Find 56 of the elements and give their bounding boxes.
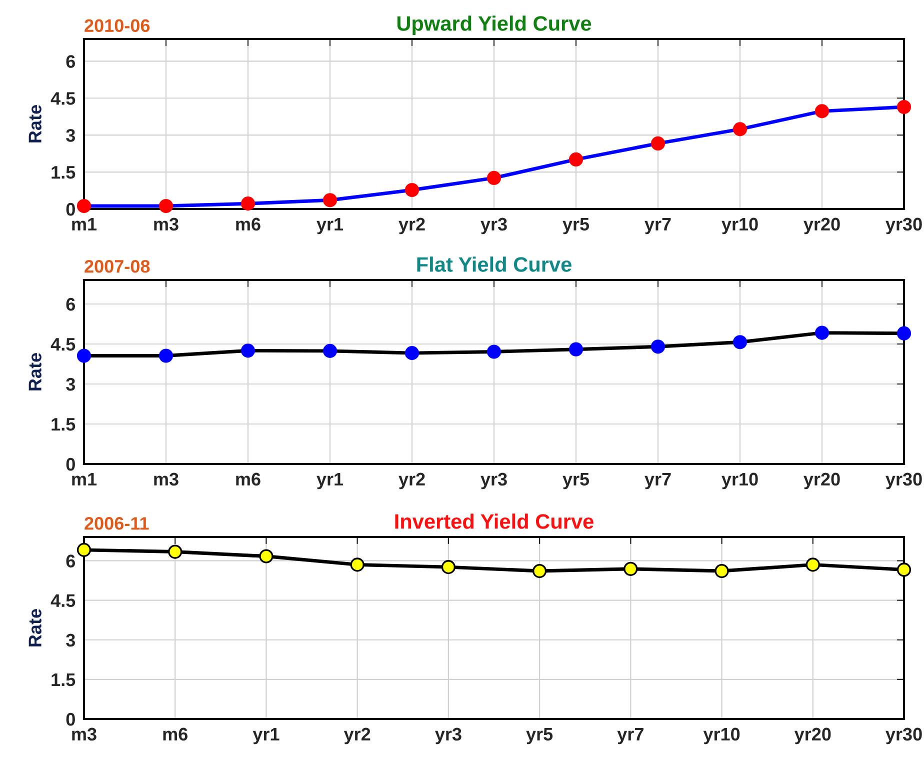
y-tick-label: 1.5 <box>52 418 76 431</box>
y-tick-label: 6 <box>66 298 76 311</box>
chart-title: Upward Yield Curve <box>397 16 592 35</box>
y-tick-label: 4.5 <box>50 92 76 105</box>
x-tick-label: m6 <box>163 728 188 741</box>
y-tick-label: 3 <box>66 634 76 647</box>
text: 2007-08 <box>84 260 150 273</box>
x-tick-label: yr3 <box>480 218 507 234</box>
y-tick-label: 4.5 <box>50 338 76 351</box>
x-tick-label: yr10 <box>703 728 740 744</box>
x-tick-label: yr1 <box>316 472 344 490</box>
y-tick-label: 1.5 <box>52 166 76 179</box>
y-tick-label: 6 <box>66 554 76 568</box>
y-tick-label: 6 <box>66 55 76 68</box>
x-tick-label: m6 <box>236 218 260 231</box>
x-tick-label: yr7 <box>617 728 644 744</box>
x-tick-label: yr20 <box>794 728 831 744</box>
y-axis-title: Rate <box>28 105 42 142</box>
y-tick-label: 3 <box>66 129 76 142</box>
chart-title: Flat Yield Curve <box>417 256 572 272</box>
x-tick-label: m3 <box>154 218 178 231</box>
x-tick-label: m1 <box>72 218 97 230</box>
x-tick-label: yr3 <box>480 472 507 490</box>
x-tick-label: yr1 <box>316 218 344 234</box>
y-tick-label: 0 <box>66 712 75 726</box>
x-tick-label: m6 <box>236 472 260 486</box>
x-tick-label: yr7 <box>644 218 671 234</box>
y-tick-label: 4.5 <box>50 594 76 608</box>
x-tick-label: yr5 <box>526 728 553 744</box>
x-tick-label: yr5 <box>562 218 590 234</box>
text: 2010-06 <box>84 19 150 32</box>
y-tick-label: 3 <box>66 378 76 391</box>
x-tick-label: yr30 <box>886 472 922 490</box>
x-tick-label: yr2 <box>398 472 425 490</box>
y-tick-label: 0 <box>66 458 75 471</box>
x-tick-label: yr2 <box>398 218 425 234</box>
y-axis-title: Rate <box>28 609 42 646</box>
x-tick-label: yr10 <box>722 472 758 490</box>
y-tick-label: 0 <box>66 202 75 216</box>
y-axis-title: Rate <box>28 353 42 390</box>
x-tick-label: m3 <box>154 472 178 486</box>
chart-title: Inverted Yield Curve <box>395 514 594 529</box>
x-tick-label: yr30 <box>886 728 922 744</box>
x-tick-label: yr20 <box>804 472 840 490</box>
x-tick-label: yr10 <box>722 218 758 234</box>
x-tick-label: yr30 <box>886 218 922 234</box>
x-tick-label: yr1 <box>252 728 280 744</box>
x-tick-label: yr2 <box>344 728 370 744</box>
x-tick-label: yr3 <box>435 728 462 744</box>
x-tick-label: yr7 <box>644 472 671 490</box>
x-tick-label: m3 <box>72 728 96 741</box>
text: 2006-11 <box>84 517 149 530</box>
x-tick-label: yr5 <box>562 472 590 490</box>
y-tick-label: 1.5 <box>52 674 76 686</box>
x-tick-label: yr20 <box>804 218 840 234</box>
x-tick-label: m1 <box>72 472 97 486</box>
